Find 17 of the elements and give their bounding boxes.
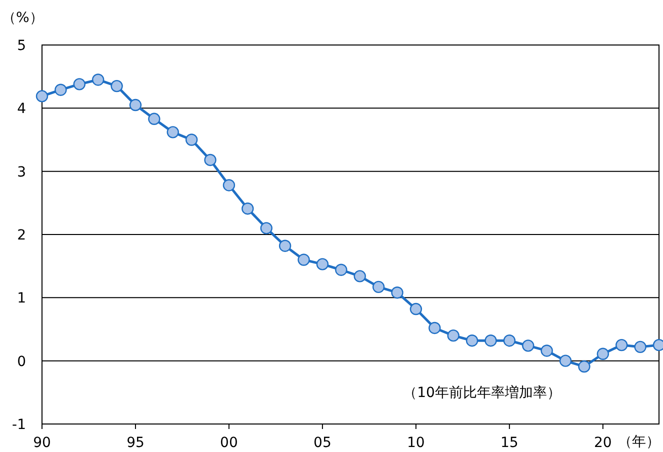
ytick: 0: [17, 354, 26, 370]
xlabel: （年）: [618, 434, 660, 450]
ytick: 4: [17, 101, 26, 118]
xtick: 20: [594, 435, 612, 451]
ytick: 2: [17, 228, 26, 244]
xtick: 05: [314, 435, 332, 451]
ytick: 1: [17, 290, 26, 307]
xtick: 15: [500, 435, 518, 451]
annotation: （10年前比年率増加率）: [403, 385, 561, 401]
xtick: 90: [33, 435, 51, 451]
ytick: -1: [12, 417, 26, 433]
ylabel: （%）: [2, 10, 44, 26]
ytick: 5: [17, 38, 26, 54]
ytick: 3: [17, 164, 26, 180]
xtick: 00: [220, 435, 238, 451]
xtick: 10: [407, 435, 425, 451]
xtick: 95: [126, 435, 144, 451]
